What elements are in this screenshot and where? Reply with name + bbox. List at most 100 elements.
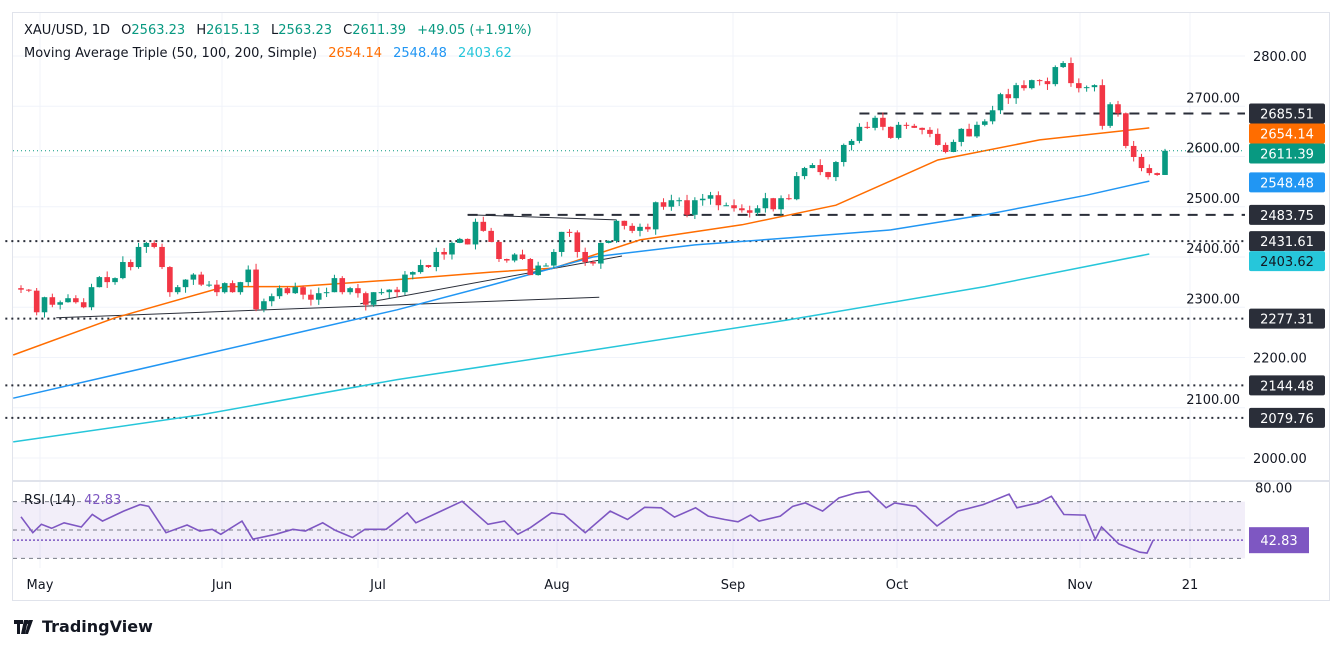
- candle-body: [206, 284, 212, 286]
- candle: [1044, 77, 1051, 90]
- candle: [104, 271, 110, 288]
- candle-body: [668, 200, 675, 207]
- candle-body: [159, 246, 165, 268]
- candle: [206, 281, 212, 288]
- candle: [174, 285, 181, 295]
- candle: [151, 240, 158, 249]
- candle: [1052, 65, 1059, 87]
- candle: [598, 242, 604, 269]
- candle: [315, 287, 322, 305]
- candle-body: [1021, 85, 1027, 89]
- candle-body: [409, 272, 416, 275]
- level-price-badge-bg: [1249, 204, 1325, 225]
- candle: [355, 284, 361, 298]
- candle-body: [739, 208, 745, 211]
- candle-body: [566, 231, 573, 233]
- candle: [535, 261, 541, 276]
- candle: [229, 280, 236, 293]
- candle: [739, 204, 745, 213]
- candle: [856, 123, 863, 144]
- ma200-price-badge-bg: [1249, 251, 1325, 272]
- candle: [464, 238, 471, 245]
- candle-body: [472, 221, 479, 245]
- tradingview-logo[interactable]: TradingView: [14, 617, 153, 636]
- candle: [754, 205, 761, 216]
- level-price-badge: 2431.61: [1260, 235, 1314, 250]
- rsi-value-badge-bg: [1249, 527, 1309, 554]
- candle: [840, 143, 847, 167]
- candle: [848, 139, 855, 151]
- candle-body: [1052, 67, 1059, 85]
- candle-body: [981, 121, 988, 125]
- close-value: 2611.39: [352, 23, 406, 38]
- candle: [864, 121, 871, 129]
- price-tick-label: 2200.00: [1253, 352, 1307, 367]
- candle: [120, 256, 126, 280]
- candle-body: [551, 251, 557, 266]
- low-label: L: [271, 23, 279, 38]
- candle-body: [378, 292, 385, 294]
- candle: [699, 193, 706, 206]
- candle: [362, 291, 369, 311]
- candle-body: [441, 251, 447, 255]
- candle-body: [778, 198, 784, 210]
- rsi-value-badge: 42.83: [1260, 534, 1297, 549]
- candle: [786, 194, 792, 201]
- time-tick-label: Sep: [721, 578, 746, 593]
- price-tick-label: 2700.00: [1186, 91, 1240, 106]
- candle-body: [1005, 94, 1012, 99]
- candle-body: [958, 128, 965, 142]
- candle-body: [300, 287, 306, 295]
- candle: [801, 166, 808, 180]
- candle: [692, 197, 698, 220]
- time-tick-label: Oct: [886, 578, 908, 593]
- candle-body: [605, 240, 612, 243]
- candle: [746, 205, 753, 218]
- candle: [198, 271, 205, 287]
- candle: [1115, 100, 1121, 117]
- candle: [96, 276, 103, 288]
- candle-body: [190, 274, 197, 280]
- candle: [1123, 112, 1129, 149]
- candle-body: [543, 265, 549, 267]
- candle: [433, 247, 440, 272]
- candle: [73, 295, 79, 304]
- candle: [472, 218, 479, 250]
- candle-body: [174, 287, 181, 293]
- candle: [1068, 57, 1074, 87]
- ma-line-ma100: [13, 180, 1150, 399]
- candle-body: [276, 288, 283, 297]
- candle: [825, 171, 831, 180]
- high-label: H: [196, 23, 207, 38]
- candle-body: [41, 297, 48, 313]
- candle: [88, 283, 95, 311]
- candle: [18, 285, 24, 294]
- candle-body: [989, 110, 996, 122]
- candle-body: [919, 127, 925, 130]
- candle: [1005, 88, 1012, 104]
- candle: [645, 223, 651, 232]
- candle-body: [49, 297, 56, 305]
- candle: [41, 296, 48, 318]
- candle: [958, 128, 965, 147]
- candle-body: [511, 254, 518, 261]
- candle: [347, 286, 353, 295]
- rsi-title[interactable]: RSI (14): [24, 493, 76, 508]
- candle: [989, 105, 996, 125]
- ma-title[interactable]: Moving Average Triple (50, 100, 200, Sim…: [24, 46, 318, 61]
- candle: [613, 219, 620, 243]
- high-value: 2615.13: [206, 23, 260, 38]
- candle-body: [331, 278, 338, 293]
- candle-body: [370, 292, 377, 305]
- candle-body: [629, 225, 635, 231]
- candle: [480, 216, 487, 232]
- symbol-title[interactable]: XAU/USD, 1D: [24, 23, 111, 38]
- candle: [425, 264, 432, 268]
- candle-body: [934, 133, 941, 145]
- candle: [1146, 164, 1153, 176]
- candle-body: [1013, 85, 1019, 99]
- candle: [1091, 84, 1098, 92]
- open-label: O: [121, 23, 132, 38]
- candle: [339, 276, 346, 295]
